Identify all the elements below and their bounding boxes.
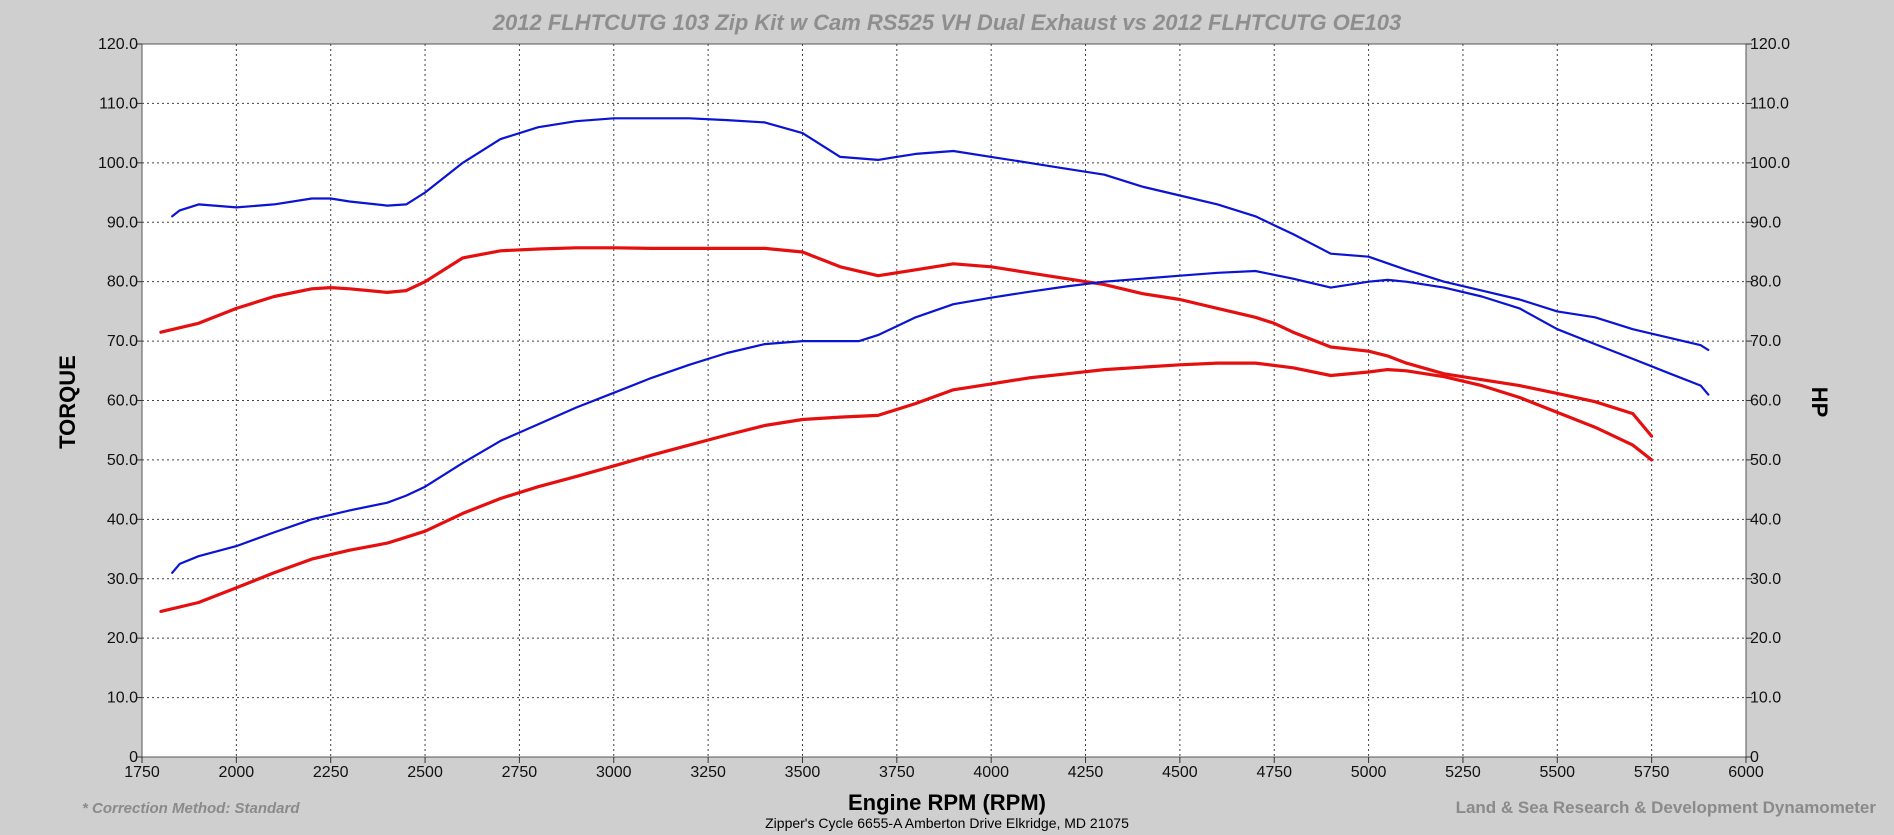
y-tick-label-right: 0 — [1750, 749, 1759, 766]
y-axis-title-right: HP — [1807, 387, 1832, 418]
y-tick-label-left: 50.0 — [107, 452, 138, 469]
y-tick-label-right: 10.0 — [1750, 690, 1781, 707]
y-tick-label-left: 70.0 — [107, 333, 138, 350]
y-tick-label-left: 60.0 — [107, 393, 138, 410]
y-tick-label-left: 80.0 — [107, 274, 138, 291]
footer-correction-method: * Correction Method: Standard — [82, 800, 300, 817]
chart-title: 2012 FLHTCUTG 103 Zip Kit w Cam RS525 VH… — [492, 10, 1401, 35]
x-tick-label: 2500 — [407, 764, 443, 781]
x-tick-label: 3250 — [690, 764, 726, 781]
x-tick-label: 3750 — [879, 764, 915, 781]
x-tick-label: 4000 — [973, 764, 1009, 781]
x-tick-label: 3500 — [785, 764, 821, 781]
y-tick-label-left: 100.0 — [98, 155, 138, 172]
y-tick-label-right: 60.0 — [1750, 393, 1781, 410]
footer-dynamometer: Land & Sea Research & Development Dynamo… — [1456, 798, 1877, 817]
y-tick-label-right: 80.0 — [1750, 274, 1781, 291]
series-lines — [159, 117, 1710, 614]
y-tick-label-right: 30.0 — [1750, 571, 1781, 588]
x-tick-label: 2250 — [313, 764, 349, 781]
y-tick-label-right: 90.0 — [1750, 214, 1781, 231]
y-tick-label-left: 30.0 — [107, 571, 138, 588]
footer-address: Zipper's Cycle 6655-A Amberton Drive Elk… — [765, 815, 1129, 831]
x-tick-label: 5000 — [1351, 764, 1387, 781]
y-tick-label-right: 100.0 — [1750, 155, 1790, 172]
y-tick-label-left: 120.0 — [98, 36, 138, 53]
y-tick-label-right: 110.0 — [1750, 95, 1789, 112]
series-line-blue-torque-0 — [171, 117, 1710, 352]
y-tick-label-right: 40.0 — [1750, 511, 1781, 528]
y-tick-label-left: 40.0 — [107, 511, 138, 528]
x-tick-label: 4750 — [1256, 764, 1292, 781]
y-tick-label-left: 0 — [129, 749, 138, 766]
x-tick-label: 2750 — [502, 764, 538, 781]
x-axis-title: Engine RPM (RPM) — [848, 790, 1046, 815]
x-tick-label: 4250 — [1068, 764, 1104, 781]
grid — [142, 44, 1746, 757]
y-tick-label-right: 120.0 — [1750, 36, 1790, 53]
y-tick-label-right: 20.0 — [1750, 630, 1781, 647]
x-tick-label: 5750 — [1634, 764, 1670, 781]
y-tick-label-right: 50.0 — [1750, 452, 1781, 469]
y-tick-label-right: 70.0 — [1750, 333, 1781, 350]
y-axis-title-left: TORQUE — [55, 355, 80, 449]
y-tick-label-left: 20.0 — [107, 630, 138, 647]
series-line-red-torque-1 — [159, 246, 1654, 438]
y-tick-label-left: 110.0 — [99, 95, 138, 112]
y-tick-label-left: 10.0 — [107, 690, 138, 707]
x-tick-label: 5500 — [1539, 764, 1575, 781]
x-tick-label: 6000 — [1728, 764, 1764, 781]
x-tick-label: 3000 — [596, 764, 632, 781]
x-tick-label: 4500 — [1162, 764, 1198, 781]
tick-labels: 1750 2000 2250 2500 2750 3000 3250 3500 3750 4000… — [98, 36, 1790, 781]
x-tick-label: 2000 — [219, 764, 255, 781]
x-tick-label: 1750 — [124, 764, 160, 781]
series-line-red-hp-3 — [159, 361, 1654, 614]
x-tick-label: 5250 — [1445, 764, 1481, 781]
y-tick-label-left: 90.0 — [107, 214, 138, 231]
series-line-blue-hp-2 — [171, 269, 1710, 574]
